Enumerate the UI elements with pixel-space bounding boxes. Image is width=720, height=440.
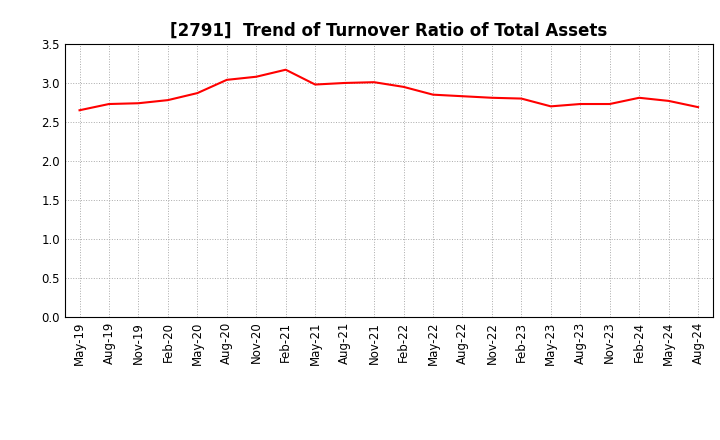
Text: [2791]  Trend of Turnover Ratio of Total Assets: [2791] Trend of Turnover Ratio of Total … <box>170 22 608 40</box>
